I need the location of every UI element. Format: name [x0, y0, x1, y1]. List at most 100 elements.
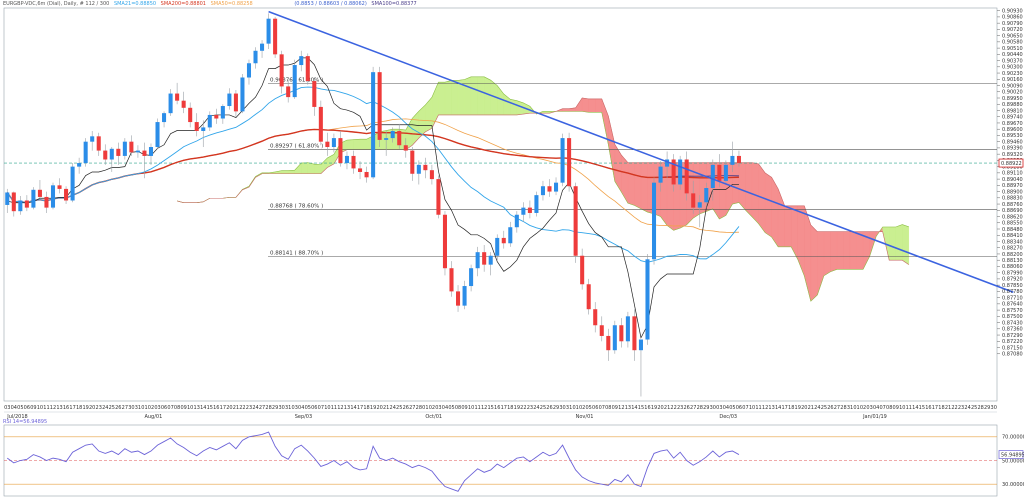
candle [273, 16, 278, 58]
candle [534, 191, 539, 217]
y-tick-label: 0.87150 [1002, 345, 1023, 351]
x-tick-label: 09 [30, 405, 36, 411]
candle-body [619, 325, 624, 342]
y-tick-label: 0.88900 [1002, 189, 1023, 195]
candle-body [260, 43, 265, 51]
x-tick-label: 19 [795, 405, 801, 411]
price-tag-label: 0.88922 [1001, 161, 1022, 167]
candle-body [684, 159, 689, 194]
x-tick-label: 21 [808, 405, 814, 411]
candle-body [44, 196, 49, 208]
candle [593, 302, 598, 333]
candle [24, 195, 29, 212]
y-tick-label: 0.88060 [1002, 264, 1023, 270]
x-tick-label: 07 [879, 405, 885, 411]
x-tick-label: 18 [507, 405, 513, 411]
x-tick-label: 04 [873, 405, 879, 411]
month-label: Nov/01 [576, 414, 594, 420]
candle-body [723, 164, 728, 181]
x-tick-label: 28 [697, 405, 703, 411]
candle-body [175, 93, 180, 101]
cloud-segment [581, 97, 589, 113]
x-tick-label: 27 [409, 405, 415, 411]
candle [730, 141, 735, 172]
cloud-segment [451, 80, 459, 116]
y-tick-label: 0.87220 [1002, 339, 1023, 345]
x-tick-label: 11 [43, 405, 49, 411]
candle-body [305, 56, 310, 82]
x-tick-label: 07 [742, 405, 748, 411]
y-tick-label: 0.89320 [1002, 152, 1023, 158]
x-tick-label: 01 [572, 405, 578, 411]
x-tick-label: 06 [736, 405, 742, 411]
candle-body [83, 141, 88, 164]
candle-body [580, 255, 585, 285]
y-tick-label: 0.88270 [1002, 246, 1023, 252]
candle [31, 187, 36, 210]
x-tick-label: 16 [925, 405, 931, 411]
y-tick-label: 0.89950 [1002, 96, 1023, 102]
candle [599, 316, 604, 342]
candle-body [403, 145, 408, 151]
month-label: Dec/03 [719, 414, 737, 420]
candle-body [697, 202, 702, 208]
y-tick-label: 0.90580 [1002, 40, 1023, 46]
sma50-label: SMA50=0.88258 [210, 1, 253, 7]
x-tick-label: 12 [337, 405, 343, 411]
x-tick-label: 01 [422, 405, 428, 411]
candle-body [338, 138, 343, 164]
y-tick-label: 0.89390 [1002, 146, 1023, 152]
y-tick-label: 0.87360 [1002, 327, 1023, 333]
x-tick-label: 04 [298, 405, 304, 411]
x-tick-label: 10 [468, 405, 474, 411]
candle-body [397, 130, 402, 146]
y-tick-label: 0.89460 [1002, 139, 1023, 145]
x-tick-label: 03 [4, 405, 10, 411]
y-tick-label: 0.88620 [1002, 214, 1023, 220]
candle [410, 147, 415, 181]
candle-body [214, 114, 219, 119]
candle-body [364, 171, 369, 178]
candle [671, 154, 676, 192]
x-tick-label: 28 [977, 405, 983, 411]
x-tick-label: 08 [886, 405, 892, 411]
x-tick-label: 05 [448, 405, 454, 411]
y-tick-label: 0.90090 [1002, 83, 1023, 89]
x-tick-label: 30 [559, 405, 565, 411]
candle-body [18, 200, 23, 212]
x-tick-label: 02 [860, 405, 866, 411]
x-tick-label: 23 [958, 405, 964, 411]
candle-body [567, 138, 572, 187]
month-label: Jul/2018 [6, 414, 27, 420]
x-tick-label: 24 [102, 405, 108, 411]
candle [18, 196, 23, 215]
candle [286, 80, 291, 103]
rsi-panel: 30.00000 50.00000 70.00000 56.94895 [4, 431, 1024, 492]
candle [266, 13, 271, 49]
candle-body [384, 138, 389, 140]
x-tick-label: 10 [749, 405, 755, 411]
fib-level-label: 0.88768 ( 78.60% ) [270, 203, 323, 209]
candle-body [501, 237, 506, 244]
cloud-segment [843, 231, 851, 270]
candle [50, 182, 56, 210]
x-tick-label: 20 [226, 405, 232, 411]
candle-body [586, 284, 591, 310]
candle-body [606, 335, 611, 351]
candle-body [24, 200, 29, 208]
x-tick-label: 24 [964, 405, 970, 411]
candle [246, 59, 252, 85]
cloud-segment [425, 96, 433, 133]
candle-body [632, 316, 637, 351]
x-tick-label: 21 [664, 405, 670, 411]
candle [651, 177, 657, 265]
candle [527, 200, 532, 219]
y-tick-label: 0.88760 [1002, 202, 1023, 208]
candle-body [286, 86, 291, 98]
x-tick-label: 03 [435, 405, 441, 411]
candle-body [5, 192, 10, 205]
cloud-segment [784, 205, 792, 248]
y-tick-label: 0.88830 [1002, 196, 1023, 202]
candle-body [638, 339, 643, 351]
